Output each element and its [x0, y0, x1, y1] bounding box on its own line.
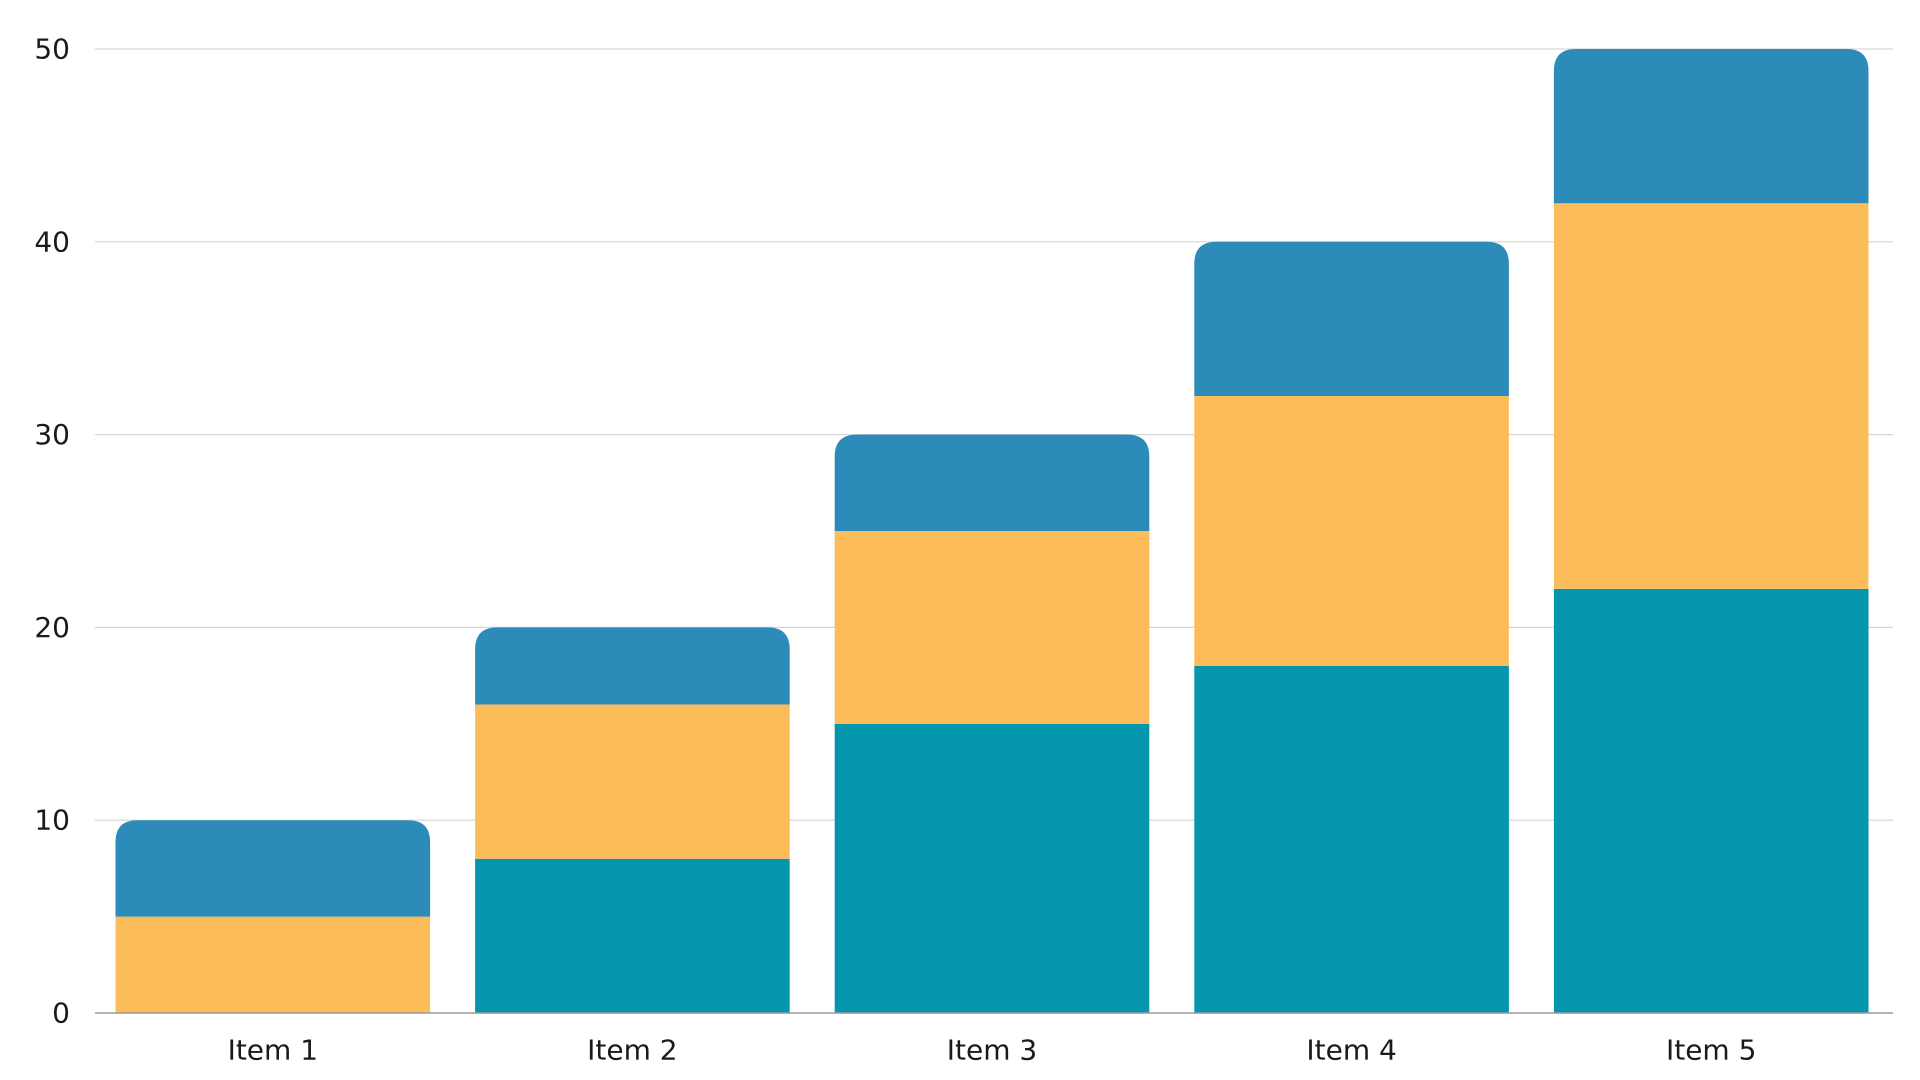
x-tick-label: Item 5	[1666, 1034, 1756, 1067]
bar-segment-3-2	[834, 531, 1150, 724]
bar-segment-3-1	[834, 723, 1150, 1013]
bar-segment-1-3	[115, 820, 431, 917]
y-tick-label: 0	[52, 997, 70, 1030]
bar-segment-3-3	[834, 434, 1150, 531]
x-tick-label: Item 4	[1306, 1034, 1396, 1067]
bar-segment-5-1	[1553, 588, 1869, 1013]
bar-segment-2-1	[475, 858, 790, 1013]
bar-segment-5-2	[1553, 203, 1869, 589]
x-tick-label: Item 3	[947, 1034, 1037, 1067]
axis-layer: 0 10 20 30 40 50 Item 1 Item 2 Item 3 Item 4 Item …	[34, 33, 1893, 1067]
bar-segment-1-2	[115, 916, 431, 1013]
bar-segment-4-3	[1194, 241, 1509, 397]
y-tick-label: 50	[34, 33, 70, 66]
bar-segment-4-2	[1194, 396, 1509, 666]
bar-segment-5-3	[1553, 49, 1869, 204]
y-tick-label: 20	[34, 611, 70, 644]
bar-segment-2-2	[475, 704, 790, 859]
y-tick-label: 30	[34, 418, 70, 451]
x-tick-label: Item 2	[587, 1034, 677, 1067]
bars-layer	[115, 49, 1869, 1013]
y-tick-label: 40	[34, 225, 70, 258]
y-tick-label: 10	[34, 804, 70, 837]
x-tick-label: Item 1	[228, 1034, 318, 1067]
bar-segment-4-1	[1194, 665, 1509, 1013]
bar-segment-2-3	[475, 627, 790, 705]
